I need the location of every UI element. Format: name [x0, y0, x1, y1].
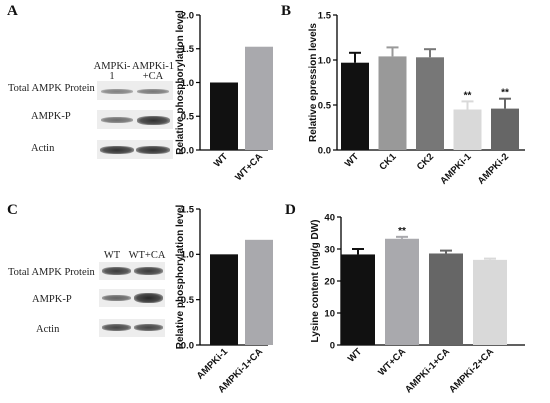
bar-d: [341, 254, 375, 345]
y-tick-label-b: 0.0: [318, 145, 331, 156]
bar-d: [473, 259, 507, 345]
blot-band: [102, 295, 131, 301]
bar-c: [245, 239, 273, 345]
significance-label-d: **: [398, 226, 406, 237]
y-tick-label-d: 40: [324, 212, 335, 223]
y-tick-label-b: 1.0: [318, 55, 331, 66]
y-tick-label-d: 0: [330, 340, 335, 351]
y-tick-label-a: 2.0: [181, 10, 194, 21]
x-tick-label-b: CK1: [377, 151, 399, 173]
bar-a: [245, 46, 273, 150]
y-tick-label-c: 0.5: [181, 295, 195, 306]
x-tick-label-b: WT: [343, 151, 361, 169]
y-tick-label-c: 1.0: [181, 250, 194, 261]
y-tick-label-a: 0.5: [181, 112, 195, 123]
x-tick-label-a: WT: [212, 151, 230, 169]
blot-band: [101, 117, 133, 123]
x-tick-label-c: AMPKi-1: [195, 346, 231, 382]
x-tick-label-b: CK2: [415, 151, 436, 172]
y-tick-label-b: 1.5: [318, 10, 332, 21]
y-axis-title-c: Relative phosphorylation level: [175, 205, 186, 350]
blot-band: [100, 146, 134, 154]
x-tick-label-a: WT+CA: [233, 151, 265, 183]
blot-band: [136, 146, 170, 154]
blot-band: [134, 293, 163, 303]
blot-a-row-ampk-p: AMPK-P: [31, 111, 71, 122]
blot-c-row-total-ampk: Total AMPK Protein: [8, 267, 95, 278]
y-tick-label-a: 1.0: [181, 78, 194, 89]
x-tick-label-d: AMPKi-2+CA: [447, 346, 496, 395]
y-tick-label-a: 1.5: [181, 44, 195, 55]
blot-c-strip-1: [99, 262, 165, 280]
y-tick-label-d: 20: [324, 276, 335, 287]
y-tick-label-d: 30: [324, 244, 335, 255]
significance-label-b: **: [501, 88, 509, 99]
y-axis-title-b: Relative epression levels: [308, 23, 319, 142]
blot-c-column-2: WT+CA: [128, 250, 166, 261]
bar-d: [385, 238, 419, 345]
bar-b: [453, 109, 482, 150]
y-axis-title-d: Lysine content (mg/g DW): [310, 220, 321, 343]
y-axis-title-a: Relative phosphorylation level: [175, 10, 186, 155]
blot-c-column-1: WT: [103, 250, 121, 261]
blot-band: [102, 324, 131, 331]
blot-band: [137, 89, 169, 94]
blot-band: [102, 267, 131, 275]
blot-a-row-actin: Actin: [31, 143, 55, 154]
y-tick-label-b: 0.5: [318, 100, 332, 111]
x-tick-label-d: WT+CA: [376, 346, 408, 378]
blot-c-row-ampk-p: AMPK-P: [32, 294, 72, 305]
significance-label-b: **: [464, 90, 472, 101]
panel-letter-d: D: [285, 202, 296, 218]
x-tick-label-b: AMPKi-1: [438, 151, 474, 187]
bar-b: [491, 108, 519, 150]
blot-band: [137, 116, 170, 125]
y-tick-label-c: 0.0: [181, 340, 194, 351]
blot-band: [134, 324, 163, 331]
x-tick-label-d: WT: [346, 346, 364, 364]
blot-band: [101, 89, 133, 94]
blot-c-strip-3: [99, 319, 165, 337]
y-tick-label-c: 1.5: [181, 204, 195, 215]
blot-a-row-total-ampk: Total AMPK Protein: [8, 83, 95, 94]
bar-b: [341, 62, 369, 151]
bar-d: [429, 253, 463, 345]
y-tick-label-d: 10: [324, 308, 335, 319]
panel-letter-c: C: [7, 202, 18, 218]
bar-b: [416, 57, 444, 150]
blot-band: [134, 267, 163, 275]
blot-a-strip-1: [97, 81, 173, 100]
x-tick-label-d: AMPKi-1+CA: [403, 346, 452, 395]
blot-c-row-actin: Actin: [36, 324, 60, 335]
blot-a-strip-3: [97, 140, 173, 159]
panel-letter-a: A: [7, 3, 18, 19]
bar-b: [378, 56, 407, 150]
blot-a-column-1: AMPKi-1: [93, 61, 131, 82]
y-tick-label-a: 0.0: [181, 145, 194, 156]
blot-a-strip-2: [97, 110, 173, 129]
panel-letter-b: B: [281, 3, 292, 19]
x-tick-label-b: AMPKi-2: [476, 151, 511, 186]
blot-c-strip-2: [99, 289, 165, 307]
blot-a-column-2: AMPKi-1 +CA: [131, 61, 174, 82]
bar-c: [210, 254, 238, 345]
bar-a: [210, 82, 238, 150]
